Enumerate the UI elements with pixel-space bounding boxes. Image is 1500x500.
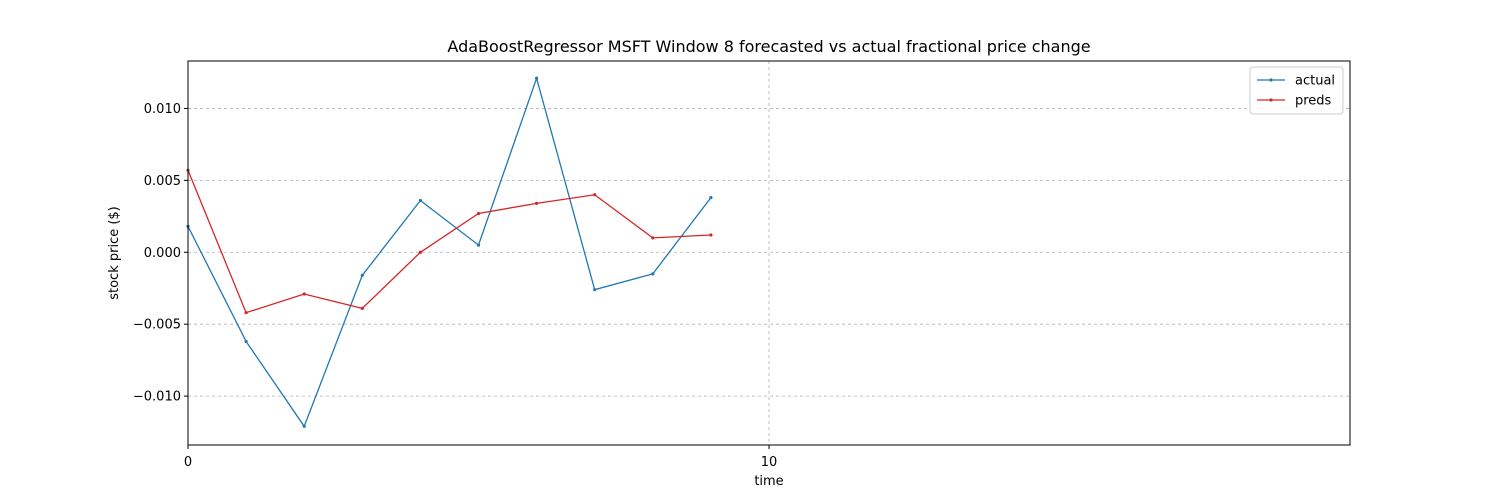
data-point-preds bbox=[302, 292, 306, 296]
legend: actual preds bbox=[1249, 66, 1344, 115]
ticks: −0.010 −0.005 0.000 0.005 0.010 0 10 bbox=[133, 102, 777, 470]
y-tick-label: −0.010 bbox=[133, 390, 181, 405]
x-axis-label: time bbox=[754, 474, 783, 489]
data-point-actual bbox=[244, 339, 248, 344]
data-point-preds bbox=[651, 236, 655, 240]
data-point-preds bbox=[360, 306, 364, 310]
legend-marker-preds bbox=[1269, 98, 1273, 102]
data-point-actual bbox=[651, 272, 655, 276]
y-tick-label: 0.005 bbox=[144, 174, 181, 189]
data-point-preds bbox=[535, 201, 539, 205]
x-tick-label: 10 bbox=[761, 455, 778, 470]
legend-box bbox=[1249, 66, 1344, 115]
data-point-actual bbox=[709, 196, 713, 200]
data-point-actual bbox=[360, 273, 364, 277]
data-point-actual bbox=[418, 198, 422, 203]
series-actual bbox=[186, 76, 713, 428]
data-point-actual bbox=[593, 288, 597, 292]
data-point-preds bbox=[244, 311, 248, 315]
grid bbox=[187, 61, 1350, 445]
y-tick-label: 0.000 bbox=[144, 246, 181, 261]
legend-label-actual: actual bbox=[1295, 74, 1335, 89]
legend-label-preds: preds bbox=[1295, 94, 1332, 109]
data-point-preds bbox=[709, 233, 713, 237]
y-tick-label: −0.005 bbox=[133, 318, 181, 333]
data-point-actual bbox=[476, 243, 481, 247]
series-line-actual bbox=[187, 76, 712, 428]
x-tick-label: 0 bbox=[184, 455, 192, 470]
data-point-preds bbox=[593, 193, 597, 197]
data-point-preds bbox=[476, 211, 481, 216]
y-tick-label: 0.010 bbox=[144, 102, 181, 117]
data-point-actual bbox=[535, 76, 539, 80]
series bbox=[186, 76, 713, 428]
series-line-preds bbox=[187, 170, 711, 314]
series-preds bbox=[186, 168, 713, 315]
legend-marker-actual bbox=[1269, 78, 1273, 82]
y-axis-label: stock price ($) bbox=[107, 206, 122, 300]
chart-title: AdaBoostRegressor MSFT Window 8 forecast… bbox=[447, 37, 1090, 56]
data-point-preds bbox=[418, 250, 422, 254]
data-point-actual bbox=[302, 424, 306, 428]
